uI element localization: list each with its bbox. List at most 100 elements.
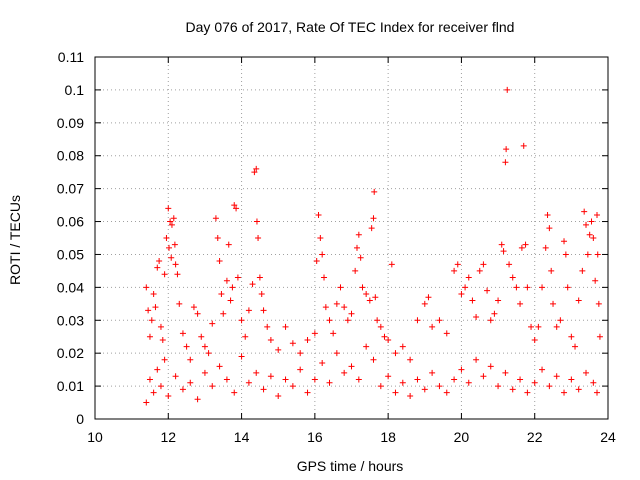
- data-point: [245, 379, 252, 386]
- data-point: [392, 350, 399, 357]
- data-point: [520, 142, 527, 149]
- data-point: [304, 389, 311, 396]
- data-point: [542, 244, 549, 251]
- chart-title: Day 076 of 2017, Rate Of TEC Index for r…: [186, 19, 515, 35]
- data-point: [487, 317, 494, 324]
- data-point: [282, 323, 289, 330]
- data-point: [443, 330, 450, 337]
- data-point: [187, 379, 194, 386]
- data-point: [161, 271, 168, 278]
- data-point: [544, 211, 551, 218]
- data-point: [572, 343, 579, 350]
- data-point: [561, 238, 568, 245]
- data-point: [194, 310, 201, 317]
- data-point: [321, 274, 328, 281]
- data-point: [190, 304, 197, 311]
- data-point: [531, 337, 538, 344]
- data-point: [539, 284, 546, 291]
- y-tick-label: 0.07: [57, 181, 84, 197]
- data-point: [592, 277, 599, 284]
- data-point: [509, 274, 516, 281]
- x-tick-label: 22: [527, 429, 543, 445]
- data-point: [171, 241, 178, 248]
- data-point: [344, 317, 351, 324]
- x-tick-label: 14: [234, 429, 250, 445]
- data-point: [480, 373, 487, 380]
- data-point: [421, 300, 428, 307]
- data-point: [154, 366, 161, 373]
- data-point: [201, 369, 208, 376]
- data-point: [465, 379, 472, 386]
- data-point: [586, 231, 593, 238]
- data-point: [297, 366, 304, 373]
- data-point: [564, 284, 571, 291]
- data-point: [231, 389, 238, 396]
- data-point: [407, 392, 414, 399]
- data-point: [594, 389, 601, 396]
- data-point: [421, 386, 428, 393]
- data-point: [319, 360, 326, 367]
- data-point: [509, 386, 516, 393]
- data-point: [429, 323, 436, 330]
- data-point: [595, 300, 602, 307]
- data-point: [348, 363, 355, 370]
- data-point: [341, 369, 348, 376]
- data-point: [539, 366, 546, 373]
- data-point: [337, 284, 344, 291]
- data-point: [341, 304, 348, 311]
- data-point: [260, 386, 267, 393]
- data-point: [157, 383, 164, 390]
- y-tick-label: 0.02: [57, 345, 84, 361]
- data-point: [535, 323, 542, 330]
- data-point: [326, 317, 333, 324]
- data-points: [143, 86, 603, 406]
- data-point: [502, 159, 509, 166]
- data-point: [355, 376, 362, 383]
- x-tick-labels: 10 12 14 16 18 20 22 24: [87, 429, 616, 445]
- data-point: [476, 267, 483, 274]
- data-point: [297, 350, 304, 357]
- plot-frame: [94, 56, 609, 420]
- y-tick-label: 0: [76, 411, 84, 427]
- data-point: [194, 396, 201, 403]
- data-point: [179, 330, 186, 337]
- data-point: [484, 287, 491, 294]
- data-point: [506, 261, 513, 268]
- data-point: [568, 376, 575, 383]
- data-point: [172, 373, 179, 380]
- data-point: [385, 373, 392, 380]
- data-point: [584, 251, 591, 258]
- data-point: [498, 241, 505, 248]
- data-point: [370, 215, 377, 222]
- data-point: [238, 317, 245, 324]
- data-point: [469, 297, 476, 304]
- data-point: [353, 244, 360, 251]
- data-point: [436, 383, 443, 390]
- data-point: [562, 251, 569, 258]
- data-point: [249, 281, 256, 288]
- x-axis-title: GPS time / hours: [297, 458, 404, 474]
- data-point: [524, 284, 531, 291]
- data-point: [216, 363, 223, 370]
- data-point: [223, 277, 230, 284]
- data-point: [156, 258, 163, 265]
- data-point: [553, 323, 560, 330]
- data-point: [289, 383, 296, 390]
- y-tick-label: 0.09: [57, 115, 84, 131]
- axis-ticks: [94, 56, 609, 420]
- data-point: [157, 323, 164, 330]
- data-point: [229, 284, 236, 291]
- data-point: [473, 313, 480, 320]
- data-point: [187, 356, 194, 363]
- data-point: [166, 244, 173, 251]
- data-point: [502, 369, 509, 376]
- y-tick-label: 0.08: [57, 148, 84, 164]
- data-point: [429, 369, 436, 376]
- data-point: [150, 290, 157, 297]
- data-point: [575, 386, 582, 393]
- data-point: [513, 284, 520, 291]
- data-point: [143, 284, 150, 291]
- data-point: [152, 304, 159, 311]
- data-point: [596, 333, 603, 340]
- data-point: [522, 241, 529, 248]
